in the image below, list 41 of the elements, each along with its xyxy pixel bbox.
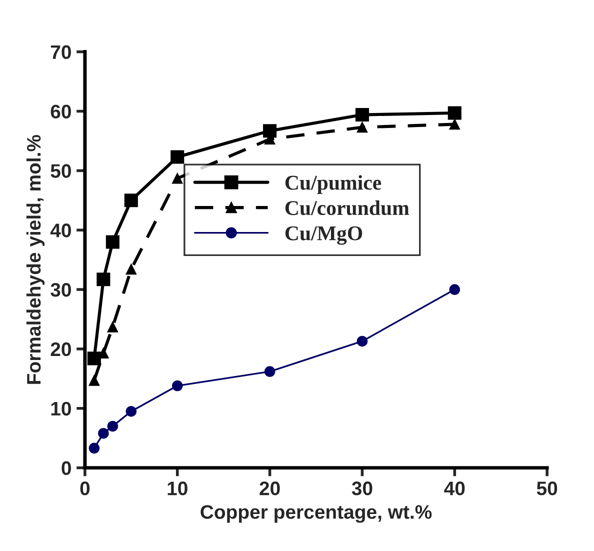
point <box>126 406 137 417</box>
point <box>98 428 109 439</box>
point <box>356 122 368 133</box>
y-tick-label: 40 <box>50 224 71 238</box>
y-tick-label: 30 <box>50 282 71 297</box>
legend-label: Cu/corundum <box>285 200 410 216</box>
x-axis-title: Copper percentage, wt.% <box>200 505 432 523</box>
point <box>170 150 184 164</box>
point <box>355 108 369 122</box>
x-tick-label: 30 <box>352 482 372 496</box>
y-tick-label: 0 <box>62 461 71 476</box>
y-tick-label: 20 <box>50 342 71 356</box>
point <box>449 284 460 295</box>
point <box>124 194 138 208</box>
point <box>107 420 118 432</box>
x-tick-label: 10 <box>168 482 188 496</box>
point <box>356 336 368 347</box>
legend-label: Cu/MgO <box>285 226 362 245</box>
point <box>107 322 118 332</box>
point <box>126 264 137 275</box>
point <box>172 172 183 184</box>
point <box>263 124 277 138</box>
y-tick-label: 50 <box>50 164 71 178</box>
point <box>96 272 110 286</box>
point <box>88 442 100 454</box>
legend-label: Cu/pumice <box>285 175 382 194</box>
point <box>264 366 276 377</box>
x-tick-label: 20 <box>260 482 280 496</box>
y-tick-label: 70 <box>50 45 71 60</box>
point <box>87 352 101 366</box>
x-tick-label: 40 <box>444 482 465 496</box>
y-tick-label: 10 <box>51 402 71 416</box>
point <box>449 118 460 130</box>
point <box>448 106 462 120</box>
point <box>88 375 100 386</box>
y-axis-title: Formaldehyde yield, mol.% <box>26 134 45 384</box>
x-tick-label: 50 <box>536 482 558 496</box>
x-tick-label: 0 <box>80 482 90 496</box>
y-tick-label: 60 <box>50 104 71 118</box>
point <box>106 235 120 249</box>
point <box>172 380 183 392</box>
